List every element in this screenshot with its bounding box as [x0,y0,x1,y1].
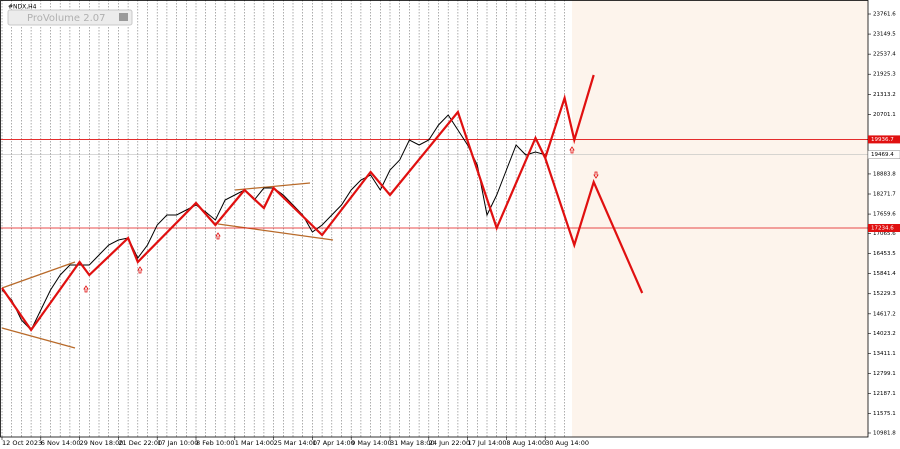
current-price-box [867,150,900,159]
channel-line [234,182,311,191]
x-tick-label: 30 Aug 14:00 [545,439,589,447]
y-tick-label: 23761.6 [873,12,896,18]
y-tick-label: 21313.2 [873,92,896,98]
y-tick-label: 17659.6 [873,212,896,218]
x-tick-label: 29 Nov 18:00 [80,439,124,447]
y-tick-label: 14617.2 [873,311,896,317]
symbol-label: #NDX,H4 [8,4,37,11]
arrow-up [137,266,143,274]
y-tick-label: 12187.1 [873,391,896,397]
wave-line [1,109,547,332]
x-tick-label: 31 May 18:00 [390,439,435,447]
arrow-up [83,285,89,293]
y-tick-label: 17065.6 [873,231,896,237]
x-tick-label: 25 Mar 14:00 [274,439,317,447]
trend-channels [1,182,334,349]
x-tick-label: 1 Mar 14:00 [235,439,274,447]
level-label: 19936.7 [871,137,894,143]
y-tick-label: 23149.5 [873,32,896,38]
x-tick-label: 17 Jan 10:00 [157,439,198,447]
indicator-button[interactable]: ProVolume 2.07 [7,9,133,26]
plot-border [0,0,869,438]
current-price-label: 19469.4 [871,152,894,158]
x-tick-label: 8 Feb 10:00 [196,439,235,447]
arrow-up [569,146,575,154]
x-tick-label: 24 Jun 22:00 [429,439,470,447]
y-tick-label: 16453.5 [873,251,896,257]
level-label-box [868,135,900,144]
x-tick-label: 21 Dec 22:00 [118,439,162,447]
channel-line [1,327,76,349]
arrow-up [215,232,221,240]
indicator-box[interactable] [7,9,133,26]
plot [0,74,868,332]
future-area [572,0,868,437]
channel-line [217,223,334,241]
y-tick-label: 18883.8 [873,171,896,177]
arrow-markers [83,146,599,293]
y-tick-label: 20701.1 [873,112,896,118]
channel-line [1,261,76,289]
level-label: 17234.6 [871,226,894,232]
x-tick-label: 17 Jul 14:00 [468,439,507,447]
y-tick-label: 15841.4 [873,271,896,277]
y-tick-label: 13411.1 [873,351,896,357]
arrow-down [593,171,599,179]
y-tick-label: 18271.7 [873,192,896,198]
x-tick-label: 6 Nov 14:00 [41,439,81,447]
x-tick-label: 12 Oct 2023 [2,439,42,447]
x-tick-label: 17 Apr 14:00 [312,439,354,447]
y-tick-label: 22537.4 [873,52,896,58]
indicator-icon[interactable] [119,13,128,21]
wave-line [544,74,595,159]
grid [1,0,565,437]
y-tick-label: 10981.8 [873,431,896,437]
x-tick-label: 9 May 14:00 [351,439,391,447]
wave-line [544,157,644,294]
y-tick-label: 21925.3 [873,72,896,78]
level-label-box [868,224,900,233]
y-tick-label: 12799.1 [873,371,896,377]
y-tick-label: 14023.2 [873,331,896,337]
y-tick-label: 15229.3 [873,291,896,297]
x-tick-label: 8 Aug 14:00 [506,439,546,447]
y-tick-label: 11575.1 [873,411,896,417]
indicator-label[interactable]: ProVolume 2.07 [27,13,106,24]
